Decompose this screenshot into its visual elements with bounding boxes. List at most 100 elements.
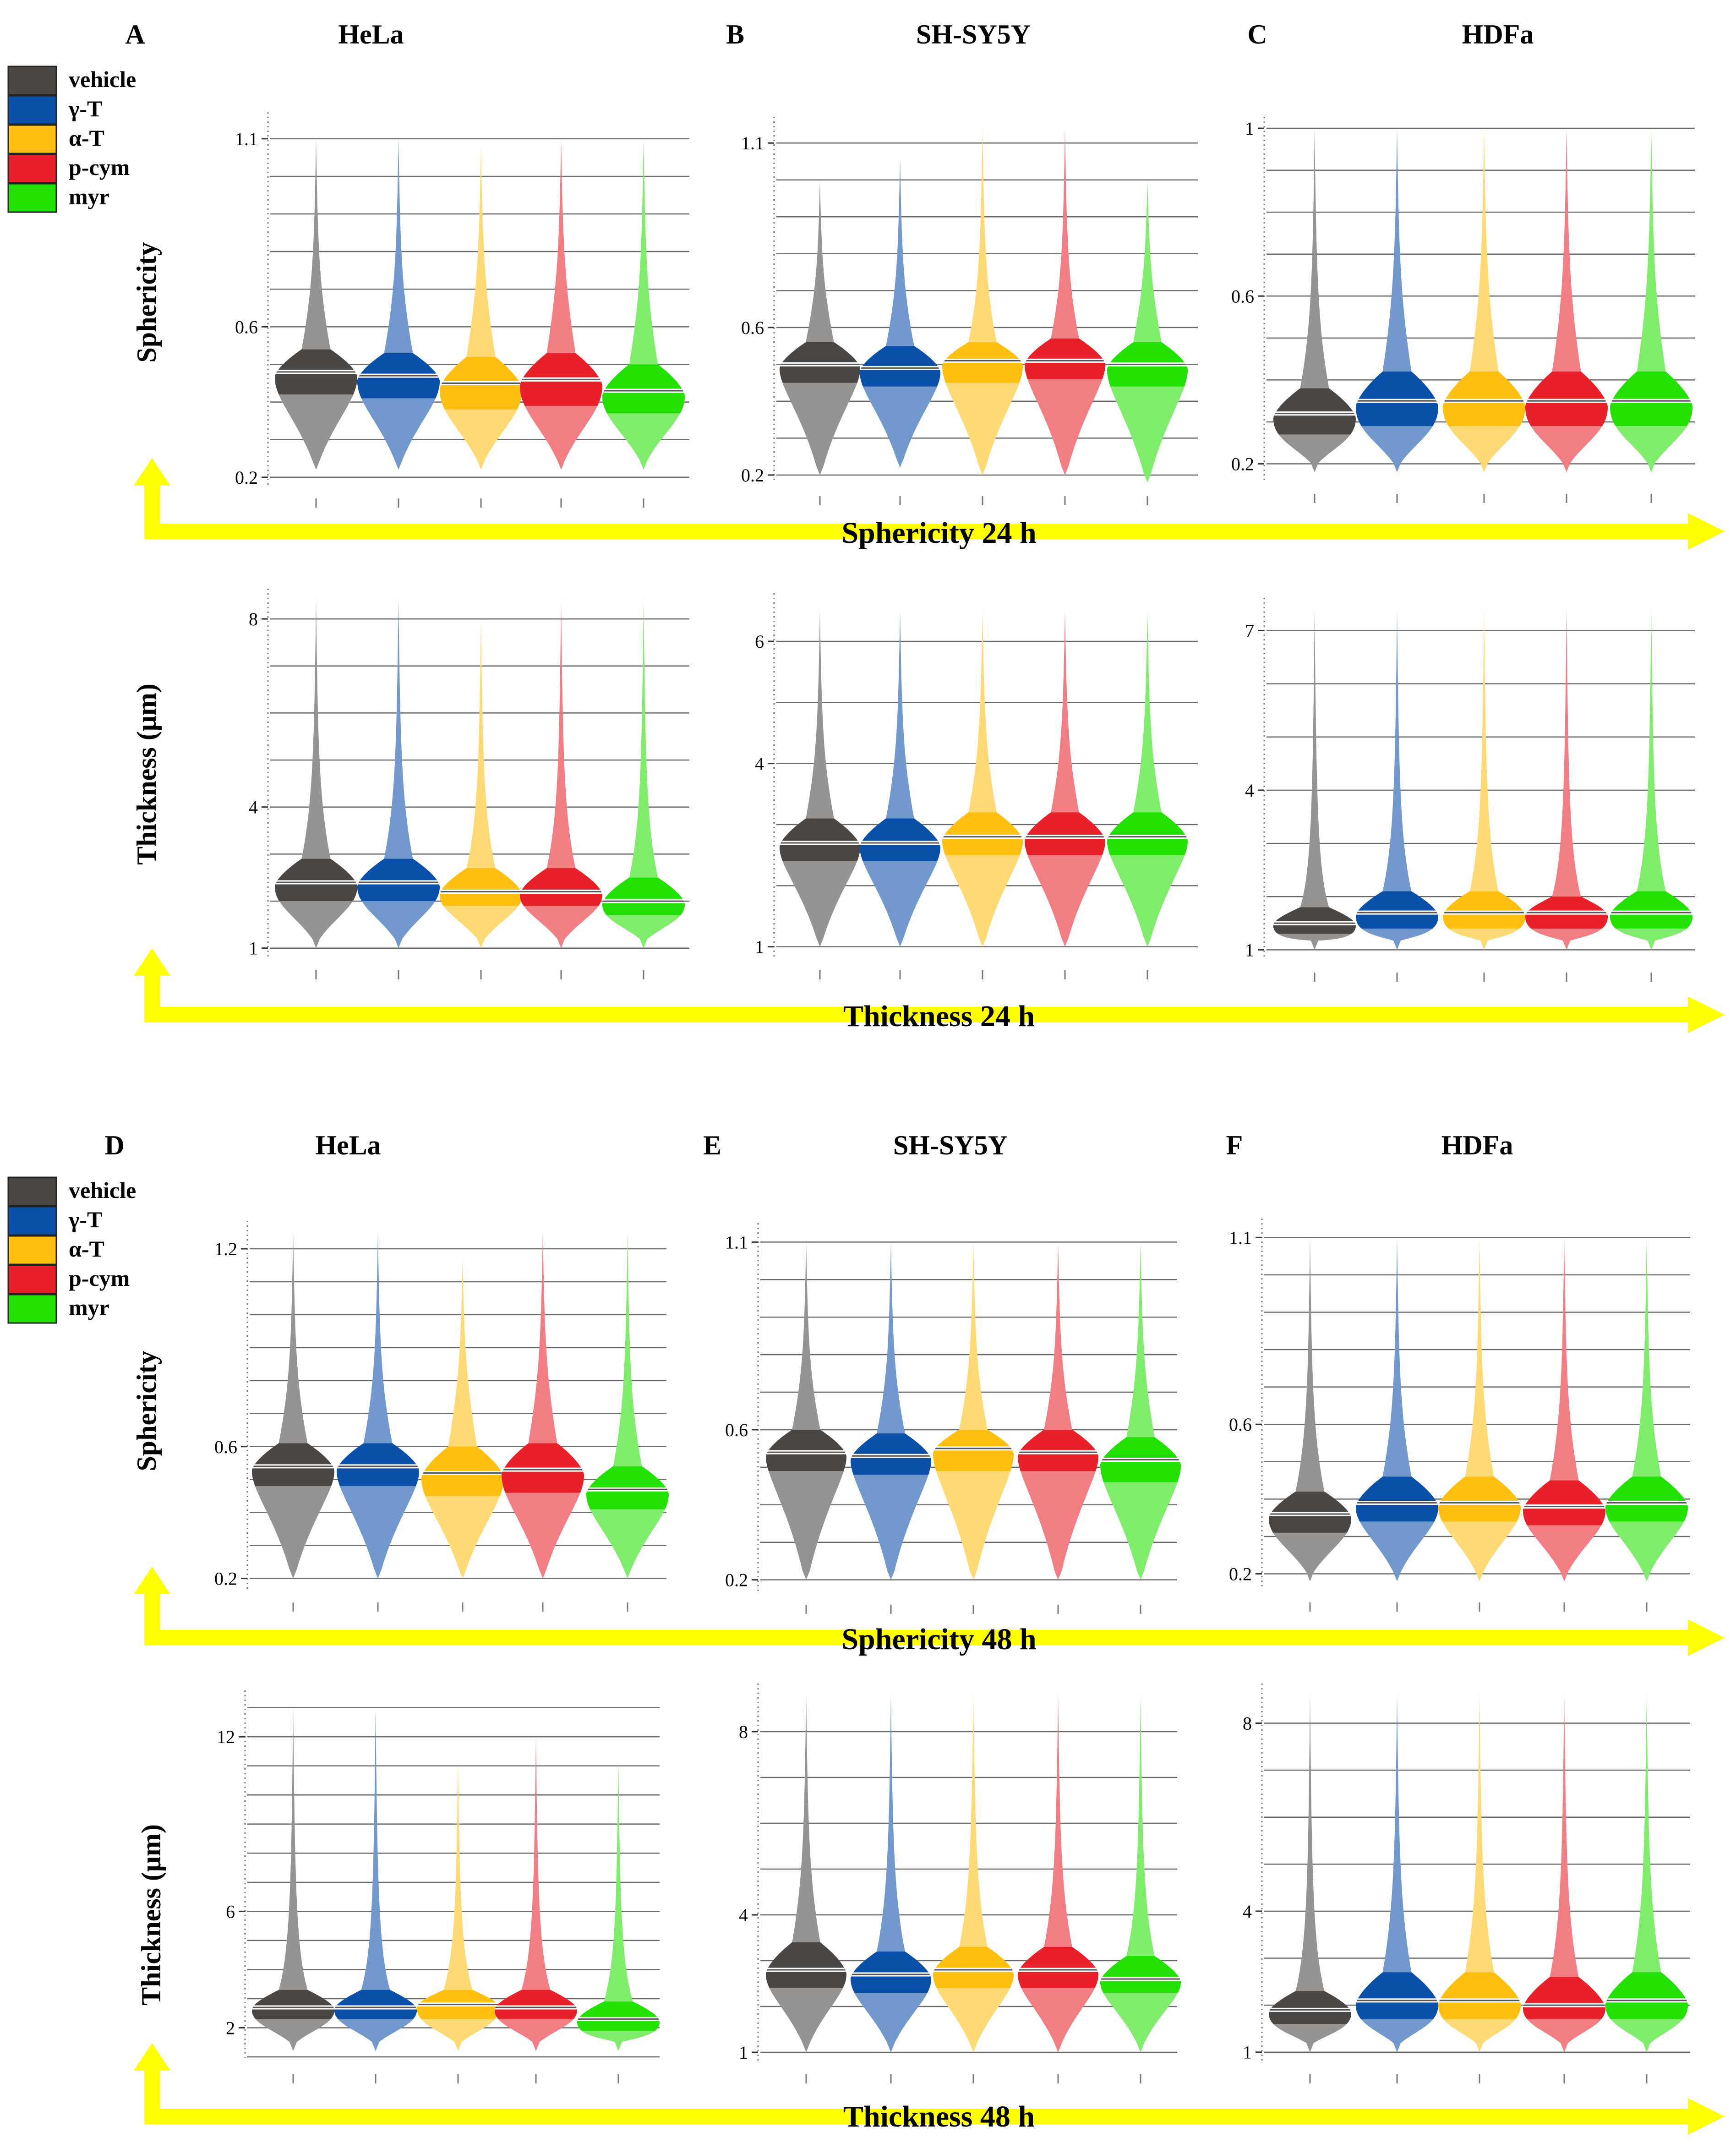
y-tick-label: 0.2 — [1229, 1564, 1252, 1585]
violin-body — [1107, 611, 1188, 947]
legend: vehicle γ-T α-T p-cym myr — [7, 1176, 136, 1324]
y-axis-label: Sphericity — [131, 242, 162, 362]
arrows-layer — [134, 458, 1725, 2135]
legend-label: γ-T — [68, 96, 102, 121]
violin-4 — [1605, 1695, 1688, 2083]
violin-body — [1269, 1695, 1351, 2052]
legend-label: myr — [69, 1295, 109, 1320]
panel-letter-C: C — [1247, 19, 1267, 49]
y-axis-label: Thickness (μm) — [136, 1824, 166, 2006]
y-tick-label: 0.6 — [1229, 1414, 1252, 1435]
labels-layer: A B C D E F HeLa SH-SY5Y HDFa HeLa SH-SY… — [104, 19, 1534, 2133]
violin-body — [1525, 609, 1608, 950]
legend-swatch — [7, 95, 57, 125]
violin-body — [1610, 609, 1692, 950]
violin-body — [337, 1232, 419, 1579]
violin-body — [1018, 1242, 1098, 1580]
violin-body — [334, 1707, 417, 2051]
y-tick-label: 8 — [249, 609, 258, 629]
y-tick-label: 1.1 — [725, 1232, 748, 1252]
violin-body — [1356, 609, 1438, 950]
panel-letter-B: B — [726, 19, 744, 49]
violin-body — [577, 1760, 660, 2051]
violin-3 — [1523, 1695, 1605, 2083]
violin-body — [942, 128, 1023, 475]
y-tick-label: 2 — [226, 2017, 235, 2038]
violin-body — [1273, 609, 1356, 950]
violin-body — [1605, 1695, 1688, 2052]
violin-body — [421, 1258, 504, 1579]
violin-body — [1100, 1242, 1181, 1580]
legend-label: α-T — [69, 1236, 104, 1262]
legend-layer: vehicle γ-T α-T p-cym myr vehicle γ-T α-T p-cym m… — [7, 66, 136, 1324]
legend-label: p-cym — [69, 1265, 130, 1291]
legend-swatch — [7, 1235, 57, 1265]
legend-label: myr — [69, 184, 109, 209]
violin-body — [1273, 128, 1356, 472]
axis-arrow — [134, 2043, 1725, 2135]
axis-arrow — [134, 948, 1725, 1033]
y-tick-label: 0.6 — [235, 317, 258, 337]
violin-chart: 2 6 12 — [217, 1690, 660, 2083]
cell-line-title: SH-SY5Y — [893, 1130, 1008, 1160]
violin-chart: 0.2 0.6 1.1 — [235, 112, 689, 508]
y-tick-label: 4 — [755, 754, 764, 774]
violin-body — [860, 158, 940, 468]
legend-swatch — [7, 183, 57, 213]
violin-body — [942, 611, 1023, 947]
y-tick-label: 0.2 — [725, 1570, 748, 1591]
y-tick-label: 1.1 — [235, 129, 258, 149]
y-tick-label: 12 — [217, 1727, 235, 1747]
legend-label: vehicle — [69, 66, 136, 92]
violin-2 — [421, 1258, 504, 1612]
violin-1 — [1356, 128, 1438, 503]
arrow-label: Thickness 24 h — [843, 1000, 1035, 1033]
arrow-label: Sphericity 48 h — [841, 1623, 1036, 1656]
y-tick-label: 0.6 — [1231, 286, 1254, 306]
legend-swatch — [7, 1294, 57, 1324]
violin-body — [1356, 1695, 1438, 2052]
violin-0 — [1273, 609, 1356, 982]
violin-4 — [1100, 1695, 1181, 2083]
y-tick-label: 1.1 — [1229, 1227, 1252, 1248]
cell-line-title: HDFa — [1462, 19, 1534, 49]
axis-arrow — [134, 1567, 1725, 1656]
y-tick-label: 1 — [739, 2042, 748, 2063]
y-tick-label: 1 — [1243, 2042, 1252, 2063]
y-axis-label: Sphericity — [131, 1350, 162, 1471]
y-tick-label: 0.6 — [214, 1437, 237, 1457]
panel-letter-F: F — [1226, 1130, 1243, 1160]
violin-body — [440, 619, 522, 948]
violin-body — [602, 600, 685, 948]
legend-label: vehicle — [69, 1177, 136, 1203]
y-tick-label: 4 — [249, 797, 258, 818]
violin-body — [1269, 1237, 1351, 1581]
y-tick-label: 8 — [1243, 1713, 1252, 1734]
violin-body — [766, 1242, 846, 1580]
y-tick-label: 4 — [739, 1905, 748, 1925]
violin-4 — [1107, 180, 1188, 505]
y-tick-label: 1.2 — [214, 1239, 237, 1259]
legend-swatch — [7, 153, 57, 184]
legend-label: p-cym — [69, 154, 130, 180]
legend-swatch — [7, 66, 57, 96]
y-tick-label: 0.2 — [235, 467, 258, 488]
cell-line-title: HDFa — [1441, 1130, 1513, 1160]
legend-label: γ-T — [68, 1207, 102, 1232]
legend-swatch — [7, 1264, 57, 1295]
panel-letter-E: E — [703, 1130, 721, 1160]
y-tick-label: 0.6 — [725, 1420, 748, 1440]
violin-0 — [780, 611, 860, 979]
y-tick-label: 1 — [1245, 940, 1254, 960]
y-tick-label: 6 — [226, 1901, 235, 1922]
violin-body — [1025, 611, 1105, 947]
arrow-label: Sphericity 24 h — [841, 516, 1036, 550]
violin-chart: 1 4 8 — [739, 1684, 1181, 2083]
violin-body — [275, 600, 357, 948]
violin-body — [860, 611, 940, 947]
y-tick-label: 4 — [1243, 1901, 1252, 1922]
y-tick-label: 1 — [755, 937, 764, 957]
cell-line-title: HeLa — [338, 19, 404, 49]
